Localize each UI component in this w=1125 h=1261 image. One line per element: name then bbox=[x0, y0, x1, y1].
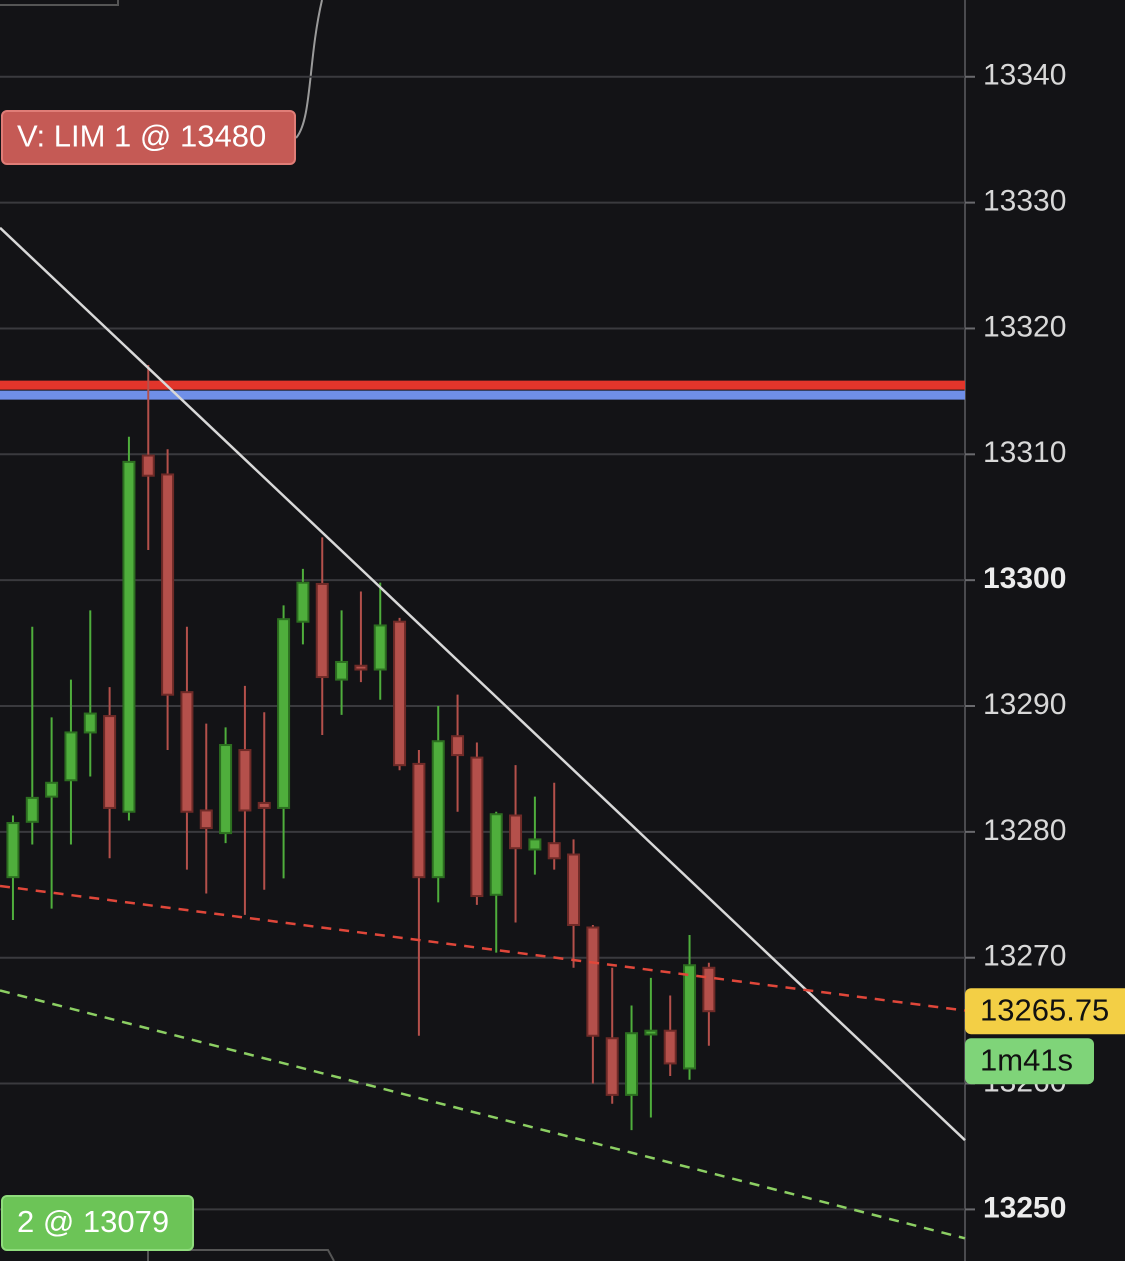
order-label: V: LIM 1 @ 13480 bbox=[17, 119, 266, 154]
trendline bbox=[0, 884, 966, 1012]
candle-body bbox=[64, 731, 78, 782]
y-tick-label: 13280 bbox=[983, 814, 1066, 847]
candle-body bbox=[605, 1037, 619, 1096]
candle-body bbox=[122, 460, 136, 813]
timer-badge bbox=[965, 1038, 1094, 1085]
candle-body bbox=[663, 1029, 677, 1065]
y-tick-label: 13310 bbox=[983, 436, 1066, 469]
panel-outline bbox=[0, 0, 119, 6]
candle-body bbox=[103, 715, 117, 809]
candle-body bbox=[509, 814, 523, 850]
y-tick-label: 13330 bbox=[983, 185, 1066, 218]
candle-body bbox=[354, 664, 368, 671]
candle-body bbox=[373, 624, 387, 671]
candle-body bbox=[702, 966, 716, 1013]
trendline bbox=[0, 226, 966, 1142]
y-tick-label: 13290 bbox=[983, 688, 1066, 721]
candle-body bbox=[277, 618, 291, 809]
candle-body bbox=[6, 822, 20, 879]
order-label: 2 @ 13079 bbox=[17, 1204, 169, 1239]
candle-body bbox=[296, 581, 310, 623]
candle-body bbox=[393, 620, 407, 767]
candle-body bbox=[141, 454, 155, 477]
candle-body bbox=[238, 749, 252, 812]
y-tick-label: 13250 bbox=[983, 1191, 1066, 1224]
y-tick-label: 13340 bbox=[983, 59, 1066, 92]
candle-body bbox=[547, 842, 561, 860]
candle-body bbox=[161, 473, 175, 696]
candle-body bbox=[335, 660, 349, 681]
candle-body bbox=[644, 1029, 658, 1036]
last-price-badge bbox=[965, 988, 1125, 1035]
candle-body bbox=[451, 735, 465, 757]
candle-body bbox=[315, 582, 329, 679]
candle-body bbox=[528, 838, 542, 851]
candle-body bbox=[199, 809, 213, 830]
order-badge bbox=[1, 1195, 194, 1251]
candle-body bbox=[180, 691, 194, 813]
candle-body bbox=[470, 756, 484, 898]
order-connector bbox=[295, 0, 323, 139]
candle-body bbox=[567, 853, 581, 926]
candle-body bbox=[489, 813, 503, 896]
candle-body bbox=[625, 1032, 639, 1096]
panel-outline bbox=[147, 1249, 335, 1261]
candle-body bbox=[45, 781, 59, 798]
timer-label: 1m41s bbox=[980, 1042, 1073, 1077]
y-tick-label: 13270 bbox=[983, 940, 1066, 973]
last-price-label: 13265.75 bbox=[980, 992, 1109, 1027]
y-tick-label: 13300 bbox=[983, 562, 1066, 595]
candle-body bbox=[219, 744, 233, 835]
candle-body bbox=[431, 740, 445, 879]
candle-body bbox=[683, 964, 697, 1070]
candle-body bbox=[83, 712, 97, 734]
candle-body bbox=[257, 801, 271, 809]
y-tick-label: 13320 bbox=[983, 310, 1066, 343]
trendline bbox=[0, 989, 966, 1240]
order-badge bbox=[1, 110, 296, 165]
candle-body bbox=[586, 926, 600, 1037]
candle-body bbox=[412, 762, 426, 879]
candle-body bbox=[25, 796, 39, 823]
